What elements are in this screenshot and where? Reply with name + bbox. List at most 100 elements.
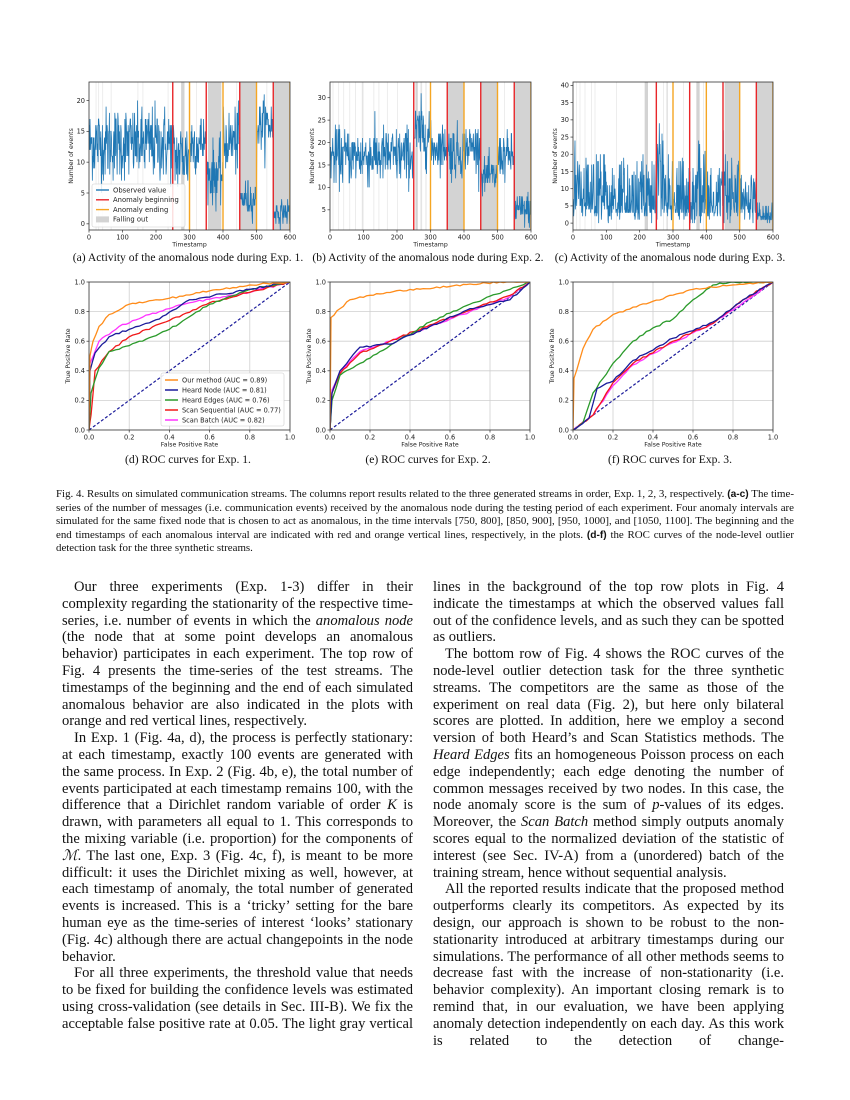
x-tick-label: 400 <box>217 234 230 242</box>
y-tick-label: 1.0 <box>316 278 327 286</box>
emphasis-text: p <box>652 797 660 814</box>
x-axis-label: Timestamp <box>412 242 448 249</box>
falling-out-band <box>142 82 144 230</box>
text-run: is drawn, with parameters all equal to 1… <box>62 797 414 847</box>
text-run: -values of its edges. Moreover, the <box>433 797 784 831</box>
x-tick-label: 400 <box>700 234 713 242</box>
y-tick-label: 0.4 <box>559 367 570 375</box>
x-tick-label: 600 <box>525 234 538 242</box>
y-tick-label: 15 <box>318 161 326 169</box>
y-tick-label: 10 <box>77 158 85 166</box>
x-axis-label: False Positive Rate <box>161 442 219 449</box>
x-tick-label: 200 <box>633 234 646 242</box>
falling-out-band <box>420 82 423 230</box>
legend-entry: Scan Sequential (AUC = 0.77) <box>182 406 281 414</box>
falling-out-band <box>95 82 97 230</box>
x-tick-label: 0.4 <box>405 434 416 442</box>
falling-out-band <box>584 82 586 230</box>
falling-out-band <box>591 82 592 230</box>
chance-diagonal <box>573 282 773 430</box>
plot-area <box>573 82 773 230</box>
figure-caption: Fig. 4. Results on simulated communicati… <box>56 488 794 556</box>
text-run: Our three experiments (Exp. 1-3) differ … <box>62 579 413 629</box>
x-tick-label: 1.0 <box>285 434 296 442</box>
x-tick-label: 0.4 <box>648 434 659 442</box>
falling-out-band <box>273 82 290 230</box>
y-tick-label: 0.0 <box>316 426 327 434</box>
y-tick-label: 10 <box>318 184 326 192</box>
y-tick-label: 0.4 <box>316 367 327 375</box>
y-tick-label: 30 <box>561 116 569 124</box>
text-run: lines in the background of the top row p… <box>433 579 784 646</box>
x-tick-label: 0.0 <box>325 434 336 442</box>
y-tick-label: 25 <box>318 116 326 124</box>
body-column-left: Our three experiments (Exp. 1-3) differ … <box>62 579 413 1033</box>
y-tick-label: 0.8 <box>316 308 327 316</box>
y-tick-label: 0 <box>81 220 85 228</box>
y-tick-label: 0.2 <box>316 397 327 405</box>
legend-entry: Heard Node (AUC = 0.81) <box>182 386 267 394</box>
y-tick-label: 1.0 <box>75 278 86 286</box>
falling-out-band <box>514 82 531 230</box>
paragraph: For all three experiments, the threshold… <box>62 965 413 1032</box>
x-tick-label: 300 <box>667 234 680 242</box>
y-tick-label: 0.6 <box>75 338 86 346</box>
x-tick-label: 100 <box>357 234 370 242</box>
subcaption-c: (c) Activity of the anomalous node durin… <box>554 251 786 264</box>
chance-diagonal <box>330 282 530 430</box>
x-tick-label: 1.0 <box>525 434 536 442</box>
x-tick-label: 500 <box>733 234 746 242</box>
paragraph: The bottom row of Fig. 4 shows the ROC c… <box>433 646 784 881</box>
x-tick-label: 0.8 <box>245 434 256 442</box>
text-run: (the node that at some point develops an… <box>62 629 413 730</box>
x-tick-label: 500 <box>250 234 263 242</box>
roc-curve-our <box>573 282 773 430</box>
falling-out-band <box>137 82 139 230</box>
falling-out-band <box>447 82 464 230</box>
y-tick-label: 0.4 <box>75 367 86 375</box>
legend-entry: Scan Batch (AUC = 0.82) <box>182 416 265 424</box>
x-tick-label: 400 <box>458 234 471 242</box>
roc-curve-heard-node <box>89 282 290 430</box>
caption-label: (a-c) <box>727 489 749 500</box>
falling-out-band <box>666 82 668 230</box>
x-tick-label: 0.2 <box>124 434 135 442</box>
legend: Our method (AUC = 0.89) Heard Node (AUC =… <box>160 372 285 427</box>
x-tick-label: 0 <box>87 234 91 242</box>
figure-4: 0 100 200 300 400 500 60005101520TimestampNumb… <box>65 81 780 449</box>
legend-entry: Observed value <box>113 186 166 194</box>
falling-out-band <box>576 82 577 230</box>
falling-out-band <box>239 82 257 230</box>
x-tick-label: 600 <box>767 234 780 242</box>
legend-entry: Our method (AUC = 0.89) <box>182 376 267 384</box>
x-tick-label: 100 <box>600 234 613 242</box>
legend-box <box>91 183 186 228</box>
chart-panel-e: 0.0 0.2 0.4 0.6 0.8 1.0 0.0 0.2 0.4 0.6 0.8 1.0 Fals… <box>306 278 535 448</box>
falling-out-band <box>644 82 648 230</box>
plot-area <box>89 82 290 230</box>
roc-curve-scan-seq <box>89 282 290 430</box>
falling-out-band <box>415 82 418 230</box>
x-tick-label: 0.2 <box>365 434 376 442</box>
plot-area <box>330 82 531 230</box>
text-run: All the reported results indicate that t… <box>433 881 784 1049</box>
x-tick-label: 600 <box>284 234 297 242</box>
emphasis-text: anomalous node <box>315 612 414 629</box>
text-run: the ROC curves of the node-level outlier… <box>56 528 794 555</box>
axes-frame <box>572 281 774 431</box>
falling-out-band <box>579 82 581 230</box>
emphasis-text: Scan Batch <box>521 814 589 831</box>
text-run: For all three experiments, the threshold… <box>62 965 413 1032</box>
subcaption-f: (f) ROC curves for Exp. 3. <box>608 453 732 466</box>
y-tick-label: 15 <box>77 128 85 136</box>
chart-panel-b: 0 100 200 300 400 500 600 5 10 15 20 25 30 Timestamp N… <box>309 81 538 249</box>
y-axis-label: True Positive Rate <box>65 328 72 384</box>
x-tick-label: 300 <box>183 234 196 242</box>
x-tick-label: 0.0 <box>568 434 579 442</box>
chart-panel-c: 0 100 200 300 400 500 600 0 5 10 15 20 25 30 35 40 Times… <box>552 81 780 249</box>
y-axis-label: True Positive Rate <box>306 328 313 384</box>
text-run: Fig. 4. Results on simulated communicati… <box>56 488 728 500</box>
legend-box <box>160 372 285 427</box>
x-tick-label: 200 <box>391 234 404 242</box>
falling-out-band <box>683 82 684 230</box>
